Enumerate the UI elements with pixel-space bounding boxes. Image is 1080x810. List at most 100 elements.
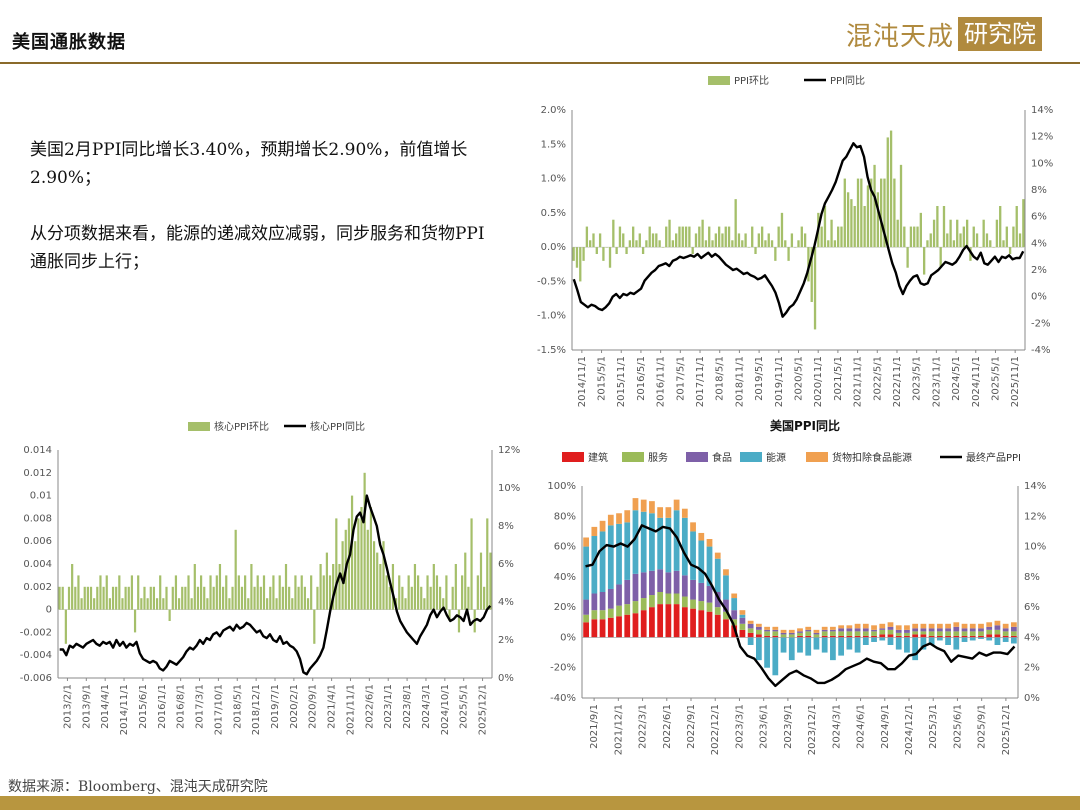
stack-segment-energy — [838, 637, 845, 656]
mom-bar — [870, 178, 873, 248]
stack-segment-goods_ex — [616, 513, 622, 524]
stack-segment-services — [895, 632, 902, 636]
legend-label-mom: 核心PPI环比 — [214, 420, 269, 433]
stack-segment-energy — [764, 637, 770, 668]
mom-bar — [310, 575, 313, 610]
mom-bar — [376, 552, 379, 610]
stack-segment-goods_ex — [723, 569, 729, 576]
mom-bar — [281, 586, 284, 610]
y-right-tick-label: 10% — [498, 483, 520, 494]
mom-bar — [751, 226, 754, 248]
mom-bar — [794, 247, 797, 248]
stack-segment-food — [862, 628, 869, 632]
stack-segment-food — [780, 632, 787, 635]
stack-segment-energy — [681, 517, 688, 576]
stack-segment-goods_ex — [846, 625, 853, 629]
y-left-tick-label: 0.012 — [23, 468, 52, 479]
stack-segment-goods_ex — [739, 610, 746, 615]
stack-segment-food — [928, 628, 935, 632]
stack-segment-services — [714, 607, 721, 615]
mom-bar — [231, 586, 234, 610]
stack-segment-energy — [936, 637, 943, 641]
x-tick-label: 2025/12/1 — [1001, 704, 1012, 755]
stack-segment-food — [640, 572, 647, 599]
stack-segment-food — [607, 588, 614, 609]
mom-bar — [451, 586, 454, 610]
x-tick-label: 2023/12/1 — [807, 704, 818, 755]
x-tick-label: 2020/11/1 — [813, 356, 824, 407]
mom-bar — [159, 575, 162, 610]
y-left-tick-label: -20% — [550, 663, 576, 674]
mom-bar — [379, 564, 382, 610]
mom-bar — [108, 598, 111, 610]
stack-segment-goods_ex — [838, 625, 845, 629]
mom-bar — [401, 586, 404, 610]
mom-bar — [445, 575, 448, 610]
mom-bar — [206, 598, 209, 610]
mom-bar — [962, 226, 965, 248]
stack-segment-services — [862, 631, 869, 636]
x-tick-label: 2023/3/1 — [734, 704, 745, 749]
stack-segment-services — [912, 631, 919, 635]
stack-segment-goods_ex — [862, 623, 869, 629]
mom-bar — [1018, 233, 1022, 248]
stack-segment-services — [698, 601, 705, 611]
stack-segment-energy — [616, 523, 622, 585]
mom-bar — [218, 564, 222, 610]
stack-segment-services — [599, 610, 606, 620]
mom-bar — [250, 564, 253, 610]
mom-bar — [850, 199, 853, 248]
stack-segment-services — [830, 631, 836, 636]
mom-bar — [913, 226, 916, 248]
stack-segment-goods_ex — [961, 623, 968, 629]
mom-bar — [837, 226, 840, 248]
mom-bar — [665, 226, 668, 248]
mom-bar — [797, 240, 800, 248]
mom-bar — [860, 178, 863, 248]
mom-bar — [316, 586, 319, 610]
stack-segment-goods_ex — [895, 625, 902, 630]
mom-bar — [866, 185, 870, 248]
x-tick-label: 2015/6/1 — [138, 684, 149, 729]
mom-bar — [479, 552, 483, 610]
legend-swatch — [806, 452, 828, 462]
legend-swatch — [562, 452, 584, 462]
stack-segment-services — [681, 596, 688, 608]
mom-bar — [398, 575, 401, 610]
mom-bar — [244, 575, 247, 610]
summary-paragraph-2: 从分项数据来看，能源的递减效应减弱，同步服务和货物PPI通胀同步上行； — [30, 224, 485, 272]
stack-segment-food — [830, 629, 836, 632]
mom-bar — [325, 552, 328, 610]
stack-segment-energy — [912, 637, 919, 661]
stack-segment-food — [599, 592, 606, 611]
y-left-tick-label: 20% — [554, 602, 576, 613]
stack-segment-food — [698, 582, 705, 602]
stack-segment-food — [755, 626, 762, 630]
x-tick-label: 2024/3/1 — [421, 684, 432, 729]
mom-bar — [187, 575, 190, 610]
stack-segment-goods_ex — [978, 623, 984, 629]
mom-bar — [764, 240, 767, 248]
x-tick-label: 2024/11/1 — [971, 356, 982, 407]
mom-bar — [889, 130, 893, 248]
stack-segment-food — [854, 628, 861, 632]
mom-bar — [813, 247, 817, 330]
stack-segment-services — [755, 629, 762, 635]
mom-bar — [64, 609, 67, 644]
x-tick-label: 2018/5/1 — [232, 684, 243, 729]
mom-bar — [1002, 240, 1005, 248]
stack-segment-energy — [994, 637, 1001, 645]
mom-bar — [165, 586, 168, 610]
mom-bar — [215, 575, 218, 610]
stack-segment-energy — [706, 546, 713, 586]
mom-bar — [391, 564, 395, 610]
mom-bar — [979, 247, 982, 248]
stack-segment-energy — [961, 637, 968, 642]
stack-segment-food — [632, 573, 639, 602]
stack-segment-services — [780, 634, 787, 638]
stack-segment-food — [649, 570, 655, 596]
stack-segment-construction — [632, 613, 639, 638]
mom-bar — [115, 586, 118, 610]
stack-segment-construction — [723, 619, 729, 638]
stack-segment-construction — [936, 635, 943, 638]
